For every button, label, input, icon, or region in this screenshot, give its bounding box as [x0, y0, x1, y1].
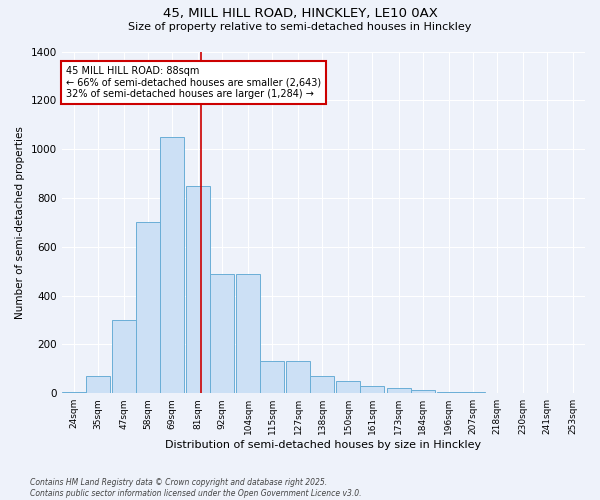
Bar	[361, 386, 385, 393]
Bar	[337, 381, 361, 393]
Bar	[461, 392, 485, 393]
Bar	[386, 388, 410, 393]
Bar	[437, 392, 461, 393]
Bar	[310, 376, 334, 393]
Text: Contains HM Land Registry data © Crown copyright and database right 2025.
Contai: Contains HM Land Registry data © Crown c…	[30, 478, 361, 498]
Bar	[210, 274, 234, 393]
X-axis label: Distribution of semi-detached houses by size in Hinckley: Distribution of semi-detached houses by …	[165, 440, 481, 450]
Bar	[160, 137, 184, 393]
Text: 45 MILL HILL ROAD: 88sqm
← 66% of semi-detached houses are smaller (2,643)
32% o: 45 MILL HILL ROAD: 88sqm ← 66% of semi-d…	[66, 66, 321, 100]
Y-axis label: Number of semi-detached properties: Number of semi-detached properties	[15, 126, 25, 319]
Bar	[260, 362, 284, 393]
Bar	[186, 186, 210, 393]
Bar	[410, 390, 434, 393]
Text: Size of property relative to semi-detached houses in Hinckley: Size of property relative to semi-detach…	[128, 22, 472, 32]
Bar	[62, 392, 86, 393]
Bar	[286, 362, 310, 393]
Bar	[112, 320, 136, 393]
Bar	[86, 376, 110, 393]
Bar	[236, 274, 260, 393]
Bar	[136, 222, 160, 393]
Text: 45, MILL HILL ROAD, HINCKLEY, LE10 0AX: 45, MILL HILL ROAD, HINCKLEY, LE10 0AX	[163, 8, 437, 20]
